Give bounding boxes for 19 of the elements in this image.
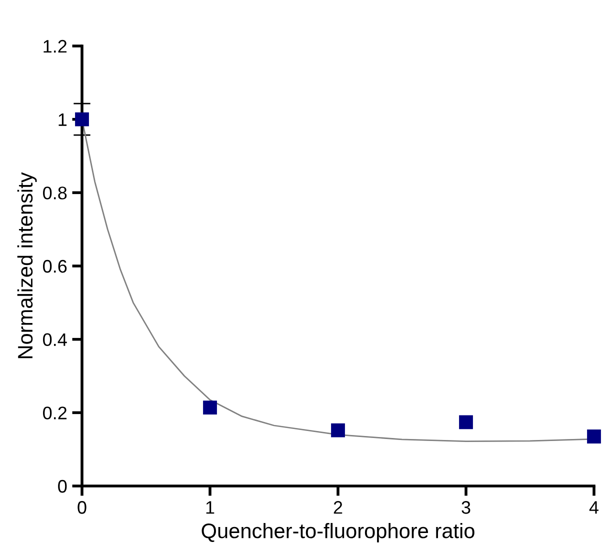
point	[587, 430, 601, 444]
point	[331, 423, 345, 438]
x-tick-label: 1	[206, 501, 214, 514]
point	[459, 415, 473, 430]
x-tick-label: 2	[334, 501, 342, 514]
y-tick-label: 1.2	[44, 40, 67, 53]
x-tick-label: 4	[589, 501, 598, 514]
y-axis-title: Normalized intensity	[17, 172, 37, 358]
point	[75, 112, 89, 126]
x-tick-label: 0	[78, 501, 86, 514]
point	[203, 400, 217, 414]
y-tick-label: 0.2	[43, 406, 67, 420]
y-tick-label: 0.4	[43, 333, 67, 346]
y-tick-label: 1	[58, 113, 67, 126]
x-tick-label: 3	[462, 501, 470, 514]
y-tick-label: 0.8	[43, 186, 67, 200]
y-tick-label: 0.6	[43, 260, 67, 273]
y-tick-label: 0	[58, 480, 67, 493]
x-axis-title: Quencher-to-fluorophore ratio	[202, 522, 474, 542]
